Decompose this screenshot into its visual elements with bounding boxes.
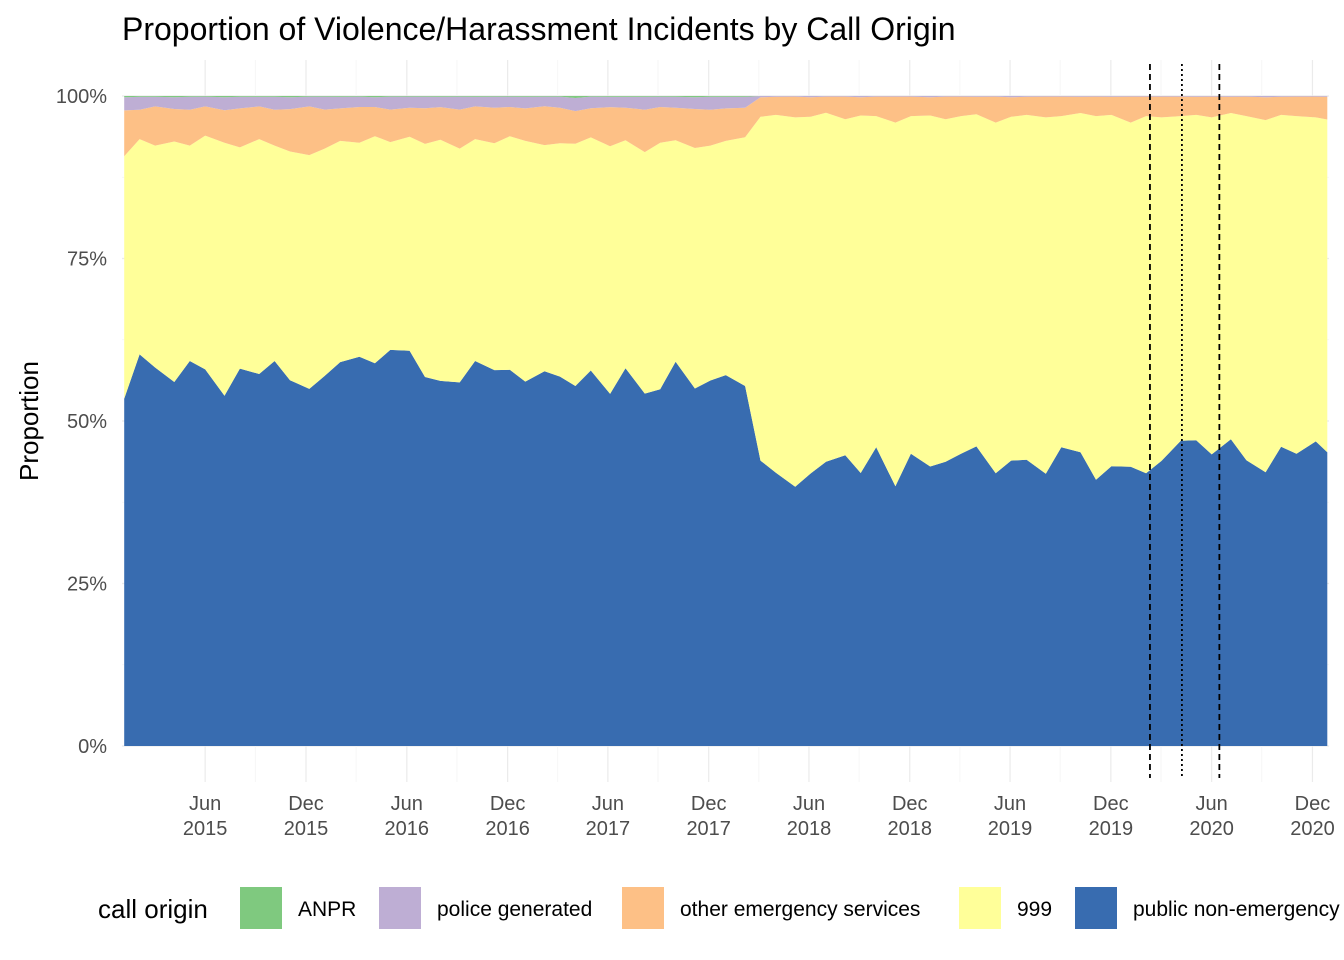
x-tick-label: Dec 2015 [284, 793, 329, 840]
legend-label: ANPR [298, 898, 356, 921]
area-other-emergency-services [124, 96, 1328, 157]
x-tick-label: Dec 2019 [1089, 793, 1134, 840]
x-tick-label: Jun 2020 [1189, 793, 1234, 840]
area-police-generated [124, 96, 1328, 112]
y-tick-label: 75% [67, 249, 107, 271]
legend-key [622, 887, 664, 929]
legend: call origin ANPR police generated other em… [98, 887, 1340, 929]
y-axis-label: Proportion [14, 361, 44, 481]
area-anpr [124, 96, 1328, 98]
legend-key [379, 887, 421, 929]
legend-key [240, 887, 282, 929]
x-tick-label: Dec 2018 [888, 793, 933, 840]
y-tick-label: 50% [67, 411, 107, 433]
area-public-non-emergency [124, 349, 1328, 746]
x-tick-label: Dec 2017 [686, 793, 731, 840]
chart-title: Proportion of Violence/Harassment Incide… [122, 11, 956, 47]
legend-title: call origin [98, 894, 208, 924]
stacked-areas [124, 96, 1328, 746]
x-tick-label: Jun 2016 [385, 793, 430, 840]
x-tick-label: Jun 2017 [586, 793, 631, 840]
legend-key [959, 887, 1001, 929]
legend-label: other emergency services [680, 898, 920, 921]
legend-label: police generated [437, 898, 592, 921]
x-tick-label: Dec 2020 [1290, 793, 1335, 840]
y-axis-ticks: 0% 25% 50% 75% 100% [56, 86, 107, 758]
legend-label: public non-emergency [1133, 898, 1340, 921]
y-tick-label: 0% [78, 736, 107, 758]
reference-lines [1149, 64, 1221, 778]
x-tick-label: Jun 2018 [787, 793, 832, 840]
x-tick-label: Dec 2016 [485, 793, 530, 840]
legend-key [1075, 887, 1117, 929]
x-tick-label: Jun 2015 [183, 793, 228, 840]
legend-label: 999 [1017, 898, 1052, 921]
x-axis-ticks: Jun 2015 Dec 2015 Jun 2016 Dec 2016 Jun 2017 Dec 20… [183, 793, 1335, 840]
y-tick-label: 25% [67, 574, 107, 596]
x-tick-label: Jun 2019 [988, 793, 1033, 840]
y-tick-label: 100% [56, 86, 107, 108]
area-999 [124, 112, 1328, 487]
